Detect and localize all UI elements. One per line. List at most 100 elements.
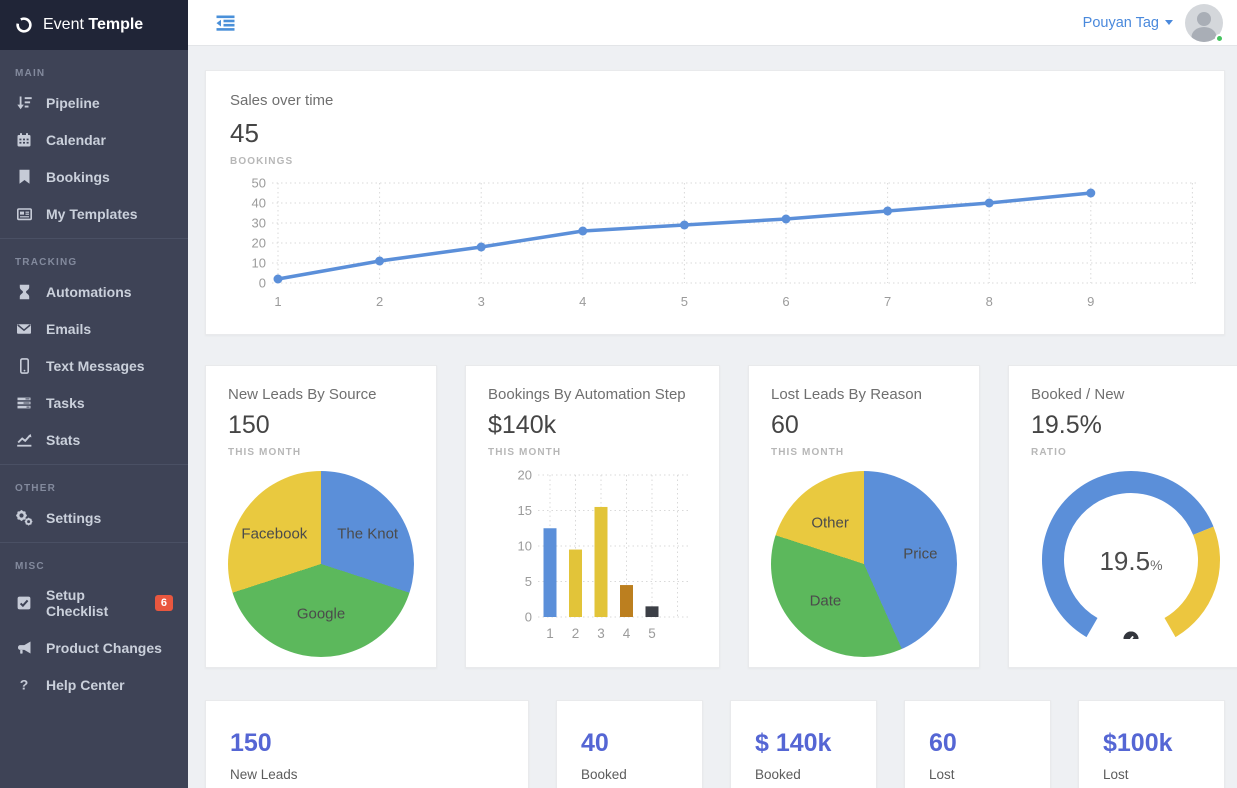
stat-label: Lost — [929, 767, 955, 782]
card-title: New Leads By Source — [228, 386, 377, 403]
card-headline-label: THIS MONTH — [228, 447, 302, 458]
sidebar-item-tasks[interactable]: Tasks — [0, 384, 188, 421]
sidebar-item-label: Emails — [46, 320, 92, 337]
app-logo[interactable]: Event Temple — [0, 0, 188, 50]
stat-value: $100k — [1103, 729, 1173, 757]
x-tick-label: 3 — [478, 294, 485, 309]
y-tick-label: 5 — [525, 574, 532, 589]
sidebar-item-label: Pipeline — [46, 94, 100, 111]
sales-line-chart: 0 10 20 30 40 50 1 2 3 4 5 6 7 8 9 — [252, 176, 1198, 309]
mobile-icon — [15, 357, 33, 374]
y-tick-label: 0 — [525, 610, 532, 625]
user-avatar[interactable] — [1185, 3, 1224, 43]
card-headline-label: THIS MONTH — [488, 447, 562, 458]
card-headline-value: 60 — [771, 411, 799, 439]
sidebar-section-misc: MISC Setup Checklist 6 Product Changes ?… — [0, 542, 188, 709]
stat-label: Booked — [581, 767, 627, 782]
pie-slice-label: Google — [296, 605, 346, 623]
stat-label: Lost — [1103, 767, 1129, 782]
chart-line-icon — [15, 431, 33, 448]
avatar-placeholder-icon — [1185, 3, 1223, 42]
sidebar-item-stats[interactable]: Stats — [0, 421, 188, 458]
y-tick-label: 50 — [252, 176, 266, 191]
data-point — [984, 198, 994, 208]
envelope-icon — [15, 320, 33, 337]
gauge-icon — [1123, 631, 1139, 640]
gauge-center-value: 19.5% — [1099, 546, 1163, 576]
x-tick-label: 2 — [572, 626, 580, 641]
stat-cards-row: 150 New Leads 40 Booked $ 140k Booked 60… — [205, 700, 1225, 788]
sales-over-time-card: Sales over time 45 BOOKINGS 0 10 20 30 40 50 1… — [205, 70, 1225, 335]
new-leads-by-source-card: New Leads By Source 150 THIS MONTH The K… — [205, 365, 437, 668]
sidebar-item-setup-checklist[interactable]: Setup Checklist 6 — [0, 577, 188, 629]
gridlines — [538, 474, 690, 618]
data-point — [578, 226, 588, 236]
y-tick-label: 40 — [252, 196, 266, 211]
pie-slice-label: Other — [811, 514, 849, 532]
y-tick-label: 10 — [518, 539, 532, 554]
x-tick-label: 4 — [579, 294, 586, 309]
gauge-arc — [1164, 526, 1220, 638]
sidebar-item-automations[interactable]: Automations — [0, 273, 188, 310]
x-tick-label: 2 — [376, 294, 383, 309]
sidebar-section-other: OTHER Settings — [0, 464, 188, 542]
question-icon: ? — [15, 676, 33, 693]
outdent-icon — [216, 15, 235, 31]
brand-ring-icon — [15, 17, 33, 34]
booked-ratio-gauge: 19.5% — [1031, 460, 1231, 665]
sidebar-item-calendar[interactable]: Calendar — [0, 121, 188, 158]
y-tick-label: 30 — [252, 216, 266, 231]
stat-value: 60 — [929, 729, 957, 757]
hourglass-icon — [15, 283, 33, 300]
x-tick-label: 3 — [597, 626, 605, 641]
section-label: OTHER — [15, 483, 56, 494]
sidebar-item-label: Automations — [46, 283, 132, 300]
bar — [645, 606, 659, 617]
sidebar-toggle-button[interactable] — [216, 15, 235, 31]
sidebar-item-label: Setup Checklist — [46, 587, 109, 619]
lost-leads-by-reason-card: Lost Leads By Reason 60 THIS MONTH Price… — [748, 365, 980, 668]
sidebar-item-label: My Templates — [46, 205, 138, 222]
pie-slice-label: Date — [809, 592, 842, 610]
section-label: MAIN — [15, 68, 46, 79]
x-tick-label: 5 — [648, 626, 656, 641]
sidebar-item-emails[interactable]: Emails — [0, 310, 188, 347]
sidebar-item-text-messages[interactable]: Text Messages — [0, 347, 188, 384]
sidebar-item-pipeline[interactable]: Pipeline — [0, 84, 188, 121]
sidebar-item-settings[interactable]: Settings — [0, 499, 188, 536]
sidebar-item-product-changes[interactable]: Product Changes — [0, 629, 188, 666]
data-point — [273, 274, 283, 284]
stat-card-lost-amount: $100k Lost — [1078, 700, 1225, 788]
bar — [620, 585, 633, 617]
gridlines — [272, 182, 1198, 284]
pie-slice-label: Price — [903, 545, 938, 563]
brand-name: Event Temple — [43, 16, 144, 33]
sidebar-item-label: Product Changes — [46, 639, 162, 656]
stat-value: $ 140k — [755, 729, 832, 757]
sidebar: Event Temple MAIN Pipeline Calendar Book… — [0, 0, 188, 788]
main-area: Pouyan Tag Sales over time 45 BOOKINGS 0… — [188, 0, 1237, 788]
bar — [594, 506, 608, 617]
card-headline-value: 150 — [228, 411, 270, 439]
bar — [543, 528, 557, 617]
templates-icon — [15, 205, 33, 222]
x-tick-label: 9 — [1087, 294, 1094, 309]
y-tick-label: 10 — [252, 256, 266, 271]
y-tick-label: 15 — [518, 503, 532, 518]
sidebar-item-my-templates[interactable]: My Templates — [0, 195, 188, 232]
bar — [569, 549, 582, 617]
stat-label: Booked — [755, 767, 801, 782]
sidebar-item-label: Settings — [46, 509, 102, 526]
user-name: Pouyan Tag — [1082, 14, 1159, 31]
sidebar-item-bookings[interactable]: Bookings — [0, 158, 188, 195]
stat-card-booked-count: 40 Booked — [556, 700, 703, 788]
stat-card-new-leads: 150 New Leads — [205, 700, 529, 788]
user-menu[interactable]: Pouyan Tag — [1083, 15, 1173, 31]
section-label: TRACKING — [15, 257, 78, 268]
sidebar-item-help-center[interactable]: ? Help Center — [0, 666, 188, 703]
setup-checklist-badge: 6 — [154, 594, 173, 612]
svg-text:?: ? — [20, 677, 29, 693]
sidebar-item-label: Calendar — [46, 131, 106, 148]
booked-new-ratio-card: Booked / New 19.5% RATIO 19.5% — [1008, 365, 1237, 668]
sidebar-section-tracking: TRACKING Automations Emails Text Message… — [0, 238, 188, 464]
